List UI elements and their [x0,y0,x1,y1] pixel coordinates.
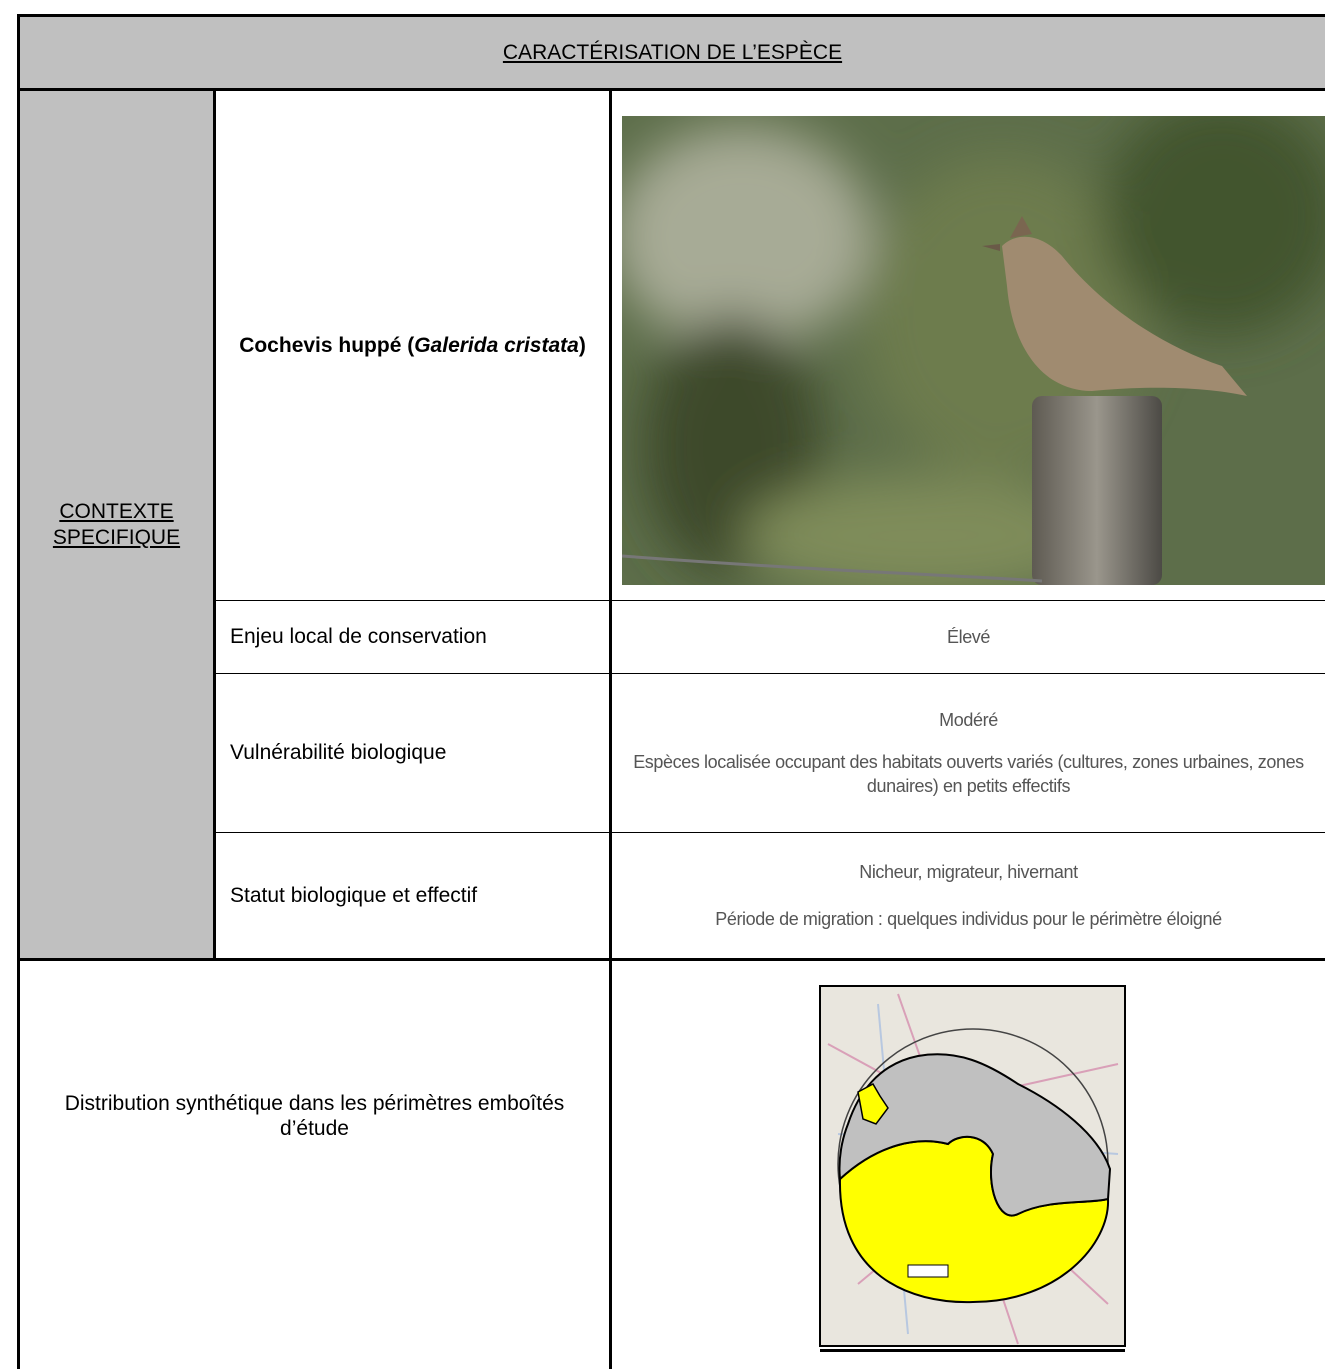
border [17,958,1325,961]
table-title: CARACTÉRISATION DE L’ESPÈCE [502,40,843,64]
species-latin: Galerida cristata [414,333,579,357]
section-label: CONTEXTE SPECIFIQUE [52,500,181,549]
border [215,832,1325,833]
border [215,600,1325,601]
border [17,14,20,1369]
border [213,90,216,960]
row-value: Modéré [939,709,998,730]
row-value-cell: Modéré Espèces localisée occupant des hab… [612,674,1325,832]
row-value: Nicheur, migrateur, hivernant [859,862,1078,883]
species-common: Cochevis huppé ( [239,333,415,357]
section-bg [17,90,215,960]
row-label: Enjeu local de conservation [230,625,487,648]
border [215,673,1325,674]
header-bg [17,14,1325,90]
species-paren: ) [578,333,586,357]
row-detail: Période de migration : quelques individu… [715,908,1222,929]
border [17,14,1325,17]
section-cell: CONTEXTE SPECIFIQUE [20,91,213,958]
distribution-map [819,985,1126,1352]
species-photo [622,116,1325,585]
row-value: Élevé [946,626,991,647]
border [17,88,1325,91]
row-label: Vulnérabilité biologique [230,741,447,764]
border [609,90,612,1369]
row-label: Statut biologique et effectif [230,883,478,907]
distribution-label: Distribution synthétique dans les périmè… [64,1091,565,1140]
species-name: Cochevis huppé (Galerida cristata) [233,333,593,358]
row-value-cell: Nicheur, migrateur, hivernant Période de … [612,833,1325,958]
row-detail: Espèces localisée occupant des habitats … [633,751,1304,797]
row-value-cell: Élevé [612,601,1325,673]
distribution-cell: Distribution synthétique dans les périmè… [20,961,609,1271]
species-cell: Cochevis huppé (Galerida cristata) [216,91,609,600]
